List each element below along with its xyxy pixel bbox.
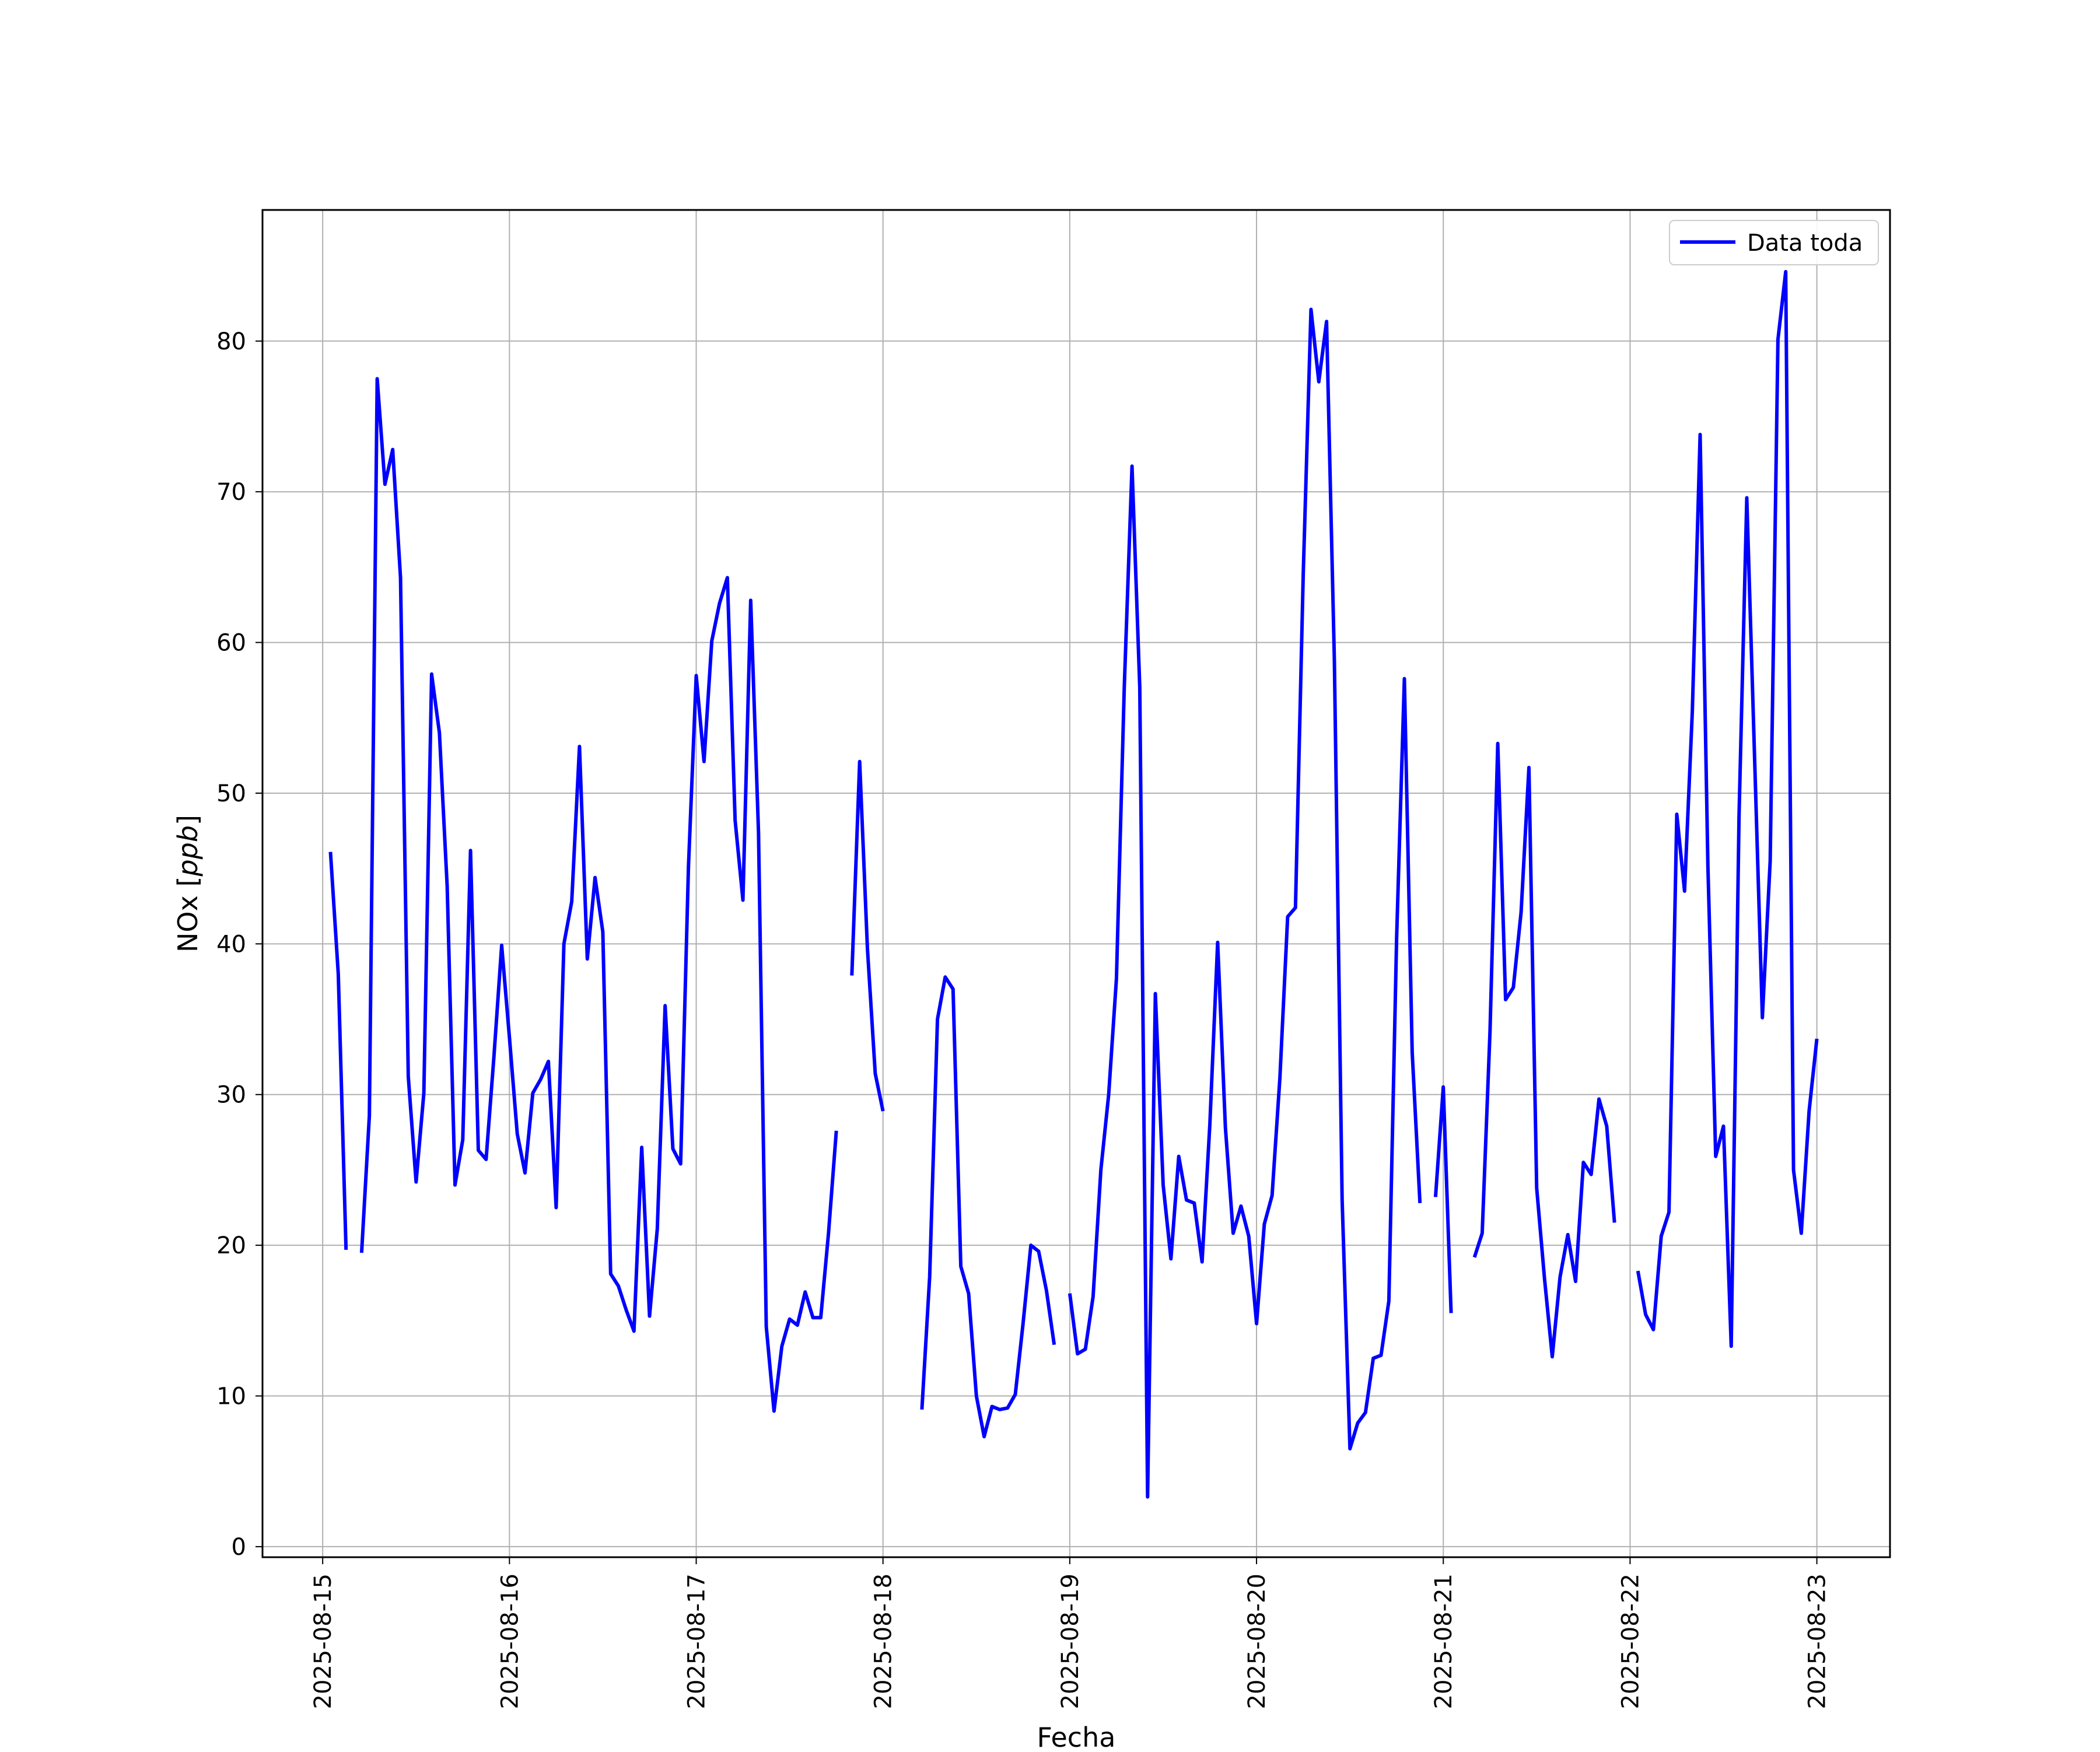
y-tick-label: 40 <box>216 931 246 958</box>
y-tick-label: 70 <box>216 479 246 506</box>
x-tick-label: 2025-08-16 <box>496 1574 523 1709</box>
series-line-segment <box>328 852 348 1250</box>
series-line-segment <box>1433 1085 1453 1313</box>
x-tick-label: 2025-08-21 <box>1430 1574 1457 1709</box>
series-line-segment <box>850 759 885 1112</box>
legend: Data toda <box>1669 220 1879 265</box>
x-tick-label: 2025-08-20 <box>1244 1574 1270 1709</box>
x-tick-label: 2025-08-18 <box>870 1574 897 1709</box>
y-tick-label: 20 <box>216 1232 246 1259</box>
x-tick-label: 2025-08-23 <box>1804 1574 1831 1709</box>
y-axis-label-bracket-open: [ <box>172 877 204 887</box>
grid-lines <box>262 210 1890 1557</box>
x-axis-label: Fecha <box>1037 1722 1116 1750</box>
y-axis-label-bracket-close: ] <box>172 815 204 825</box>
axis-ticks: 0 10 20 30 40 50 60 70 80 2025-08-15 2025-08-16 202… <box>216 328 1831 1709</box>
y-tick-label: 50 <box>216 780 246 807</box>
y-tick-label: 60 <box>216 630 246 657</box>
x-tick-label: 2025-08-19 <box>1057 1574 1084 1709</box>
series-line-segment <box>1636 269 1819 1348</box>
y-axis-label-unit: ppb <box>172 825 204 877</box>
y-tick-label: 30 <box>216 1082 246 1109</box>
y-axis-label: NOx [ppb] <box>172 815 204 952</box>
series-line-segment <box>359 377 838 1413</box>
x-tick-label: 2025-08-17 <box>684 1574 710 1709</box>
y-tick-label: 10 <box>216 1383 246 1410</box>
series-line-segment <box>920 975 1056 1439</box>
y-tick-label: 80 <box>216 328 246 355</box>
legend-box <box>1669 220 1879 265</box>
plot-data <box>328 269 1819 1499</box>
series-line-segment <box>1068 307 1422 1499</box>
y-tick-label: 0 <box>232 1534 246 1561</box>
series-line-segment <box>1472 741 1616 1359</box>
x-tick-label: 2025-08-15 <box>310 1574 337 1709</box>
x-tick-label: 2025-08-22 <box>1617 1574 1644 1709</box>
legend-label: Data toda <box>1747 230 1863 257</box>
axes-frame <box>261 209 1891 1558</box>
y-axis-label-main: NOx <box>172 887 204 952</box>
